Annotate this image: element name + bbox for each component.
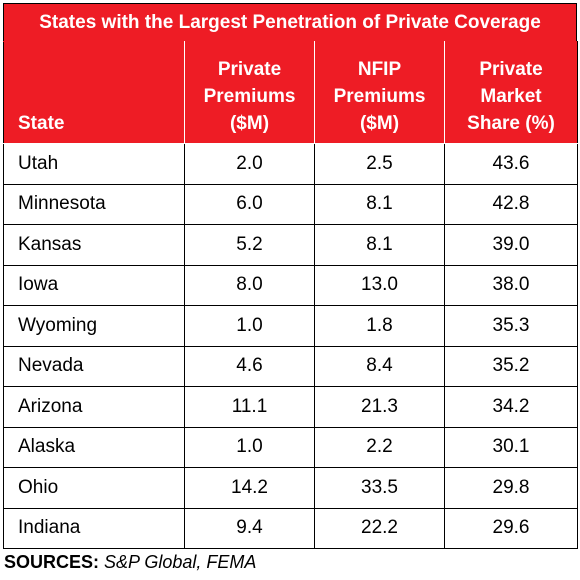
state-cell: Arizona: [3, 386, 185, 428]
state-cell: Indiana: [3, 507, 185, 549]
state-cell: Iowa: [3, 264, 185, 306]
table-row: Ohio 14.2 33.5 29.8: [3, 467, 578, 509]
column-header-private-premiums: Private Premiums ($M): [184, 41, 315, 144]
nfip-premiums-cell: 1.8: [314, 305, 445, 347]
table-row: Wyoming 1.0 1.8 35.3: [3, 305, 578, 347]
coverage-table: State Private Premiums ($M) NFIP Premium…: [3, 41, 578, 549]
private-share-cell: 39.0: [444, 224, 578, 266]
table-row: Nevada 4.6 8.4 35.2: [3, 345, 578, 387]
nfip-premiums-cell: 2.5: [314, 143, 445, 185]
table-row: Indiana 9.4 22.2 29.6: [3, 507, 578, 549]
column-header-line: NFIP: [357, 59, 402, 80]
private-premiums-cell: 8.0: [184, 264, 315, 306]
state-cell: Utah: [3, 143, 185, 185]
private-premiums-cell: 4.6: [184, 345, 315, 387]
state-cell: Kansas: [3, 224, 185, 266]
column-header-private-market-share: Private Market Share (%): [444, 41, 578, 144]
private-premiums-cell: 6.0: [184, 183, 315, 225]
private-share-cell: 34.2: [444, 386, 578, 428]
column-header-nfip-premiums: NFIP Premiums ($M): [314, 41, 445, 144]
column-header-line: Market: [480, 86, 542, 107]
nfip-premiums-cell: 8.1: [314, 224, 445, 266]
private-premiums-cell: 2.0: [184, 143, 315, 185]
column-header-line: State: [18, 113, 65, 134]
table-row: Utah 2.0 2.5 43.6: [3, 143, 578, 185]
state-cell: Nevada: [3, 345, 185, 387]
private-share-cell: 29.6: [444, 507, 578, 549]
sources-text: S&P Global, FEMA: [104, 552, 257, 572]
state-cell: Alaska: [3, 426, 185, 468]
sources-label: SOURCES:: [4, 552, 100, 572]
private-premiums-cell: 1.0: [184, 426, 315, 468]
table-row: Alaska 1.0 2.2 30.1: [3, 426, 578, 468]
private-share-cell: 38.0: [444, 264, 578, 306]
private-premiums-cell: 1.0: [184, 305, 315, 347]
column-header-line: Premiums: [333, 86, 426, 107]
state-cell: Ohio: [3, 467, 185, 509]
column-header-line: Private: [479, 59, 543, 80]
private-share-cell: 42.8: [444, 183, 578, 225]
nfip-premiums-cell: 8.1: [314, 183, 445, 225]
private-share-cell: 35.3: [444, 305, 578, 347]
nfip-premiums-cell: 33.5: [314, 467, 445, 509]
private-premiums-cell: 11.1: [184, 386, 315, 428]
column-header-line: Private: [217, 59, 282, 80]
table-row: Iowa 8.0 13.0 38.0: [3, 264, 578, 306]
column-header-state: State: [3, 41, 185, 144]
state-cell: Minnesota: [3, 183, 185, 225]
nfip-premiums-cell: 22.2: [314, 507, 445, 549]
coverage-table-figure: States with the Largest Penetration of P…: [3, 3, 578, 549]
table-title: States with the Largest Penetration of P…: [3, 3, 577, 41]
column-header-line: ($M): [229, 113, 270, 134]
column-header-line: ($M): [359, 113, 400, 134]
table-row: Kansas 5.2 8.1 39.0: [3, 224, 578, 266]
private-share-cell: 43.6: [444, 143, 578, 185]
nfip-premiums-cell: 21.3: [314, 386, 445, 428]
column-header-line: Share (%): [467, 113, 555, 134]
private-share-cell: 30.1: [444, 426, 578, 468]
table-row: Minnesota 6.0 8.1 42.8: [3, 183, 578, 225]
private-premiums-cell: 9.4: [184, 507, 315, 549]
private-share-cell: 29.8: [444, 467, 578, 509]
private-premiums-cell: 5.2: [184, 224, 315, 266]
column-header-line: Premiums: [203, 86, 296, 107]
sources-note: SOURCES: S&P Global, FEMA: [4, 552, 256, 573]
private-premiums-cell: 14.2: [184, 467, 315, 509]
nfip-premiums-cell: 13.0: [314, 264, 445, 306]
nfip-premiums-cell: 2.2: [314, 426, 445, 468]
table-row: Arizona 11.1 21.3 34.2: [3, 386, 578, 428]
state-cell: Wyoming: [3, 305, 185, 347]
private-share-cell: 35.2: [444, 345, 578, 387]
header-row: State Private Premiums ($M) NFIP Premium…: [3, 41, 578, 144]
nfip-premiums-cell: 8.4: [314, 345, 445, 387]
